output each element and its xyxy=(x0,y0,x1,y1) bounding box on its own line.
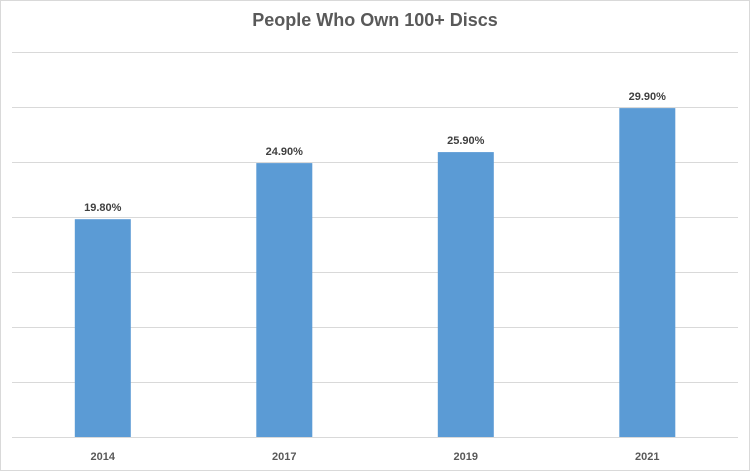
x-tick-label-2019: 2019 xyxy=(454,451,478,463)
bar-2021 xyxy=(619,108,676,437)
data-label-2021: 29.90% xyxy=(629,91,667,103)
bar-2017 xyxy=(256,163,313,437)
bar-2014 xyxy=(74,219,131,437)
x-tick-label-2014: 2014 xyxy=(91,451,116,463)
x-tick-label-2017: 2017 xyxy=(272,451,296,463)
data-label-2014: 19.80% xyxy=(84,202,122,214)
data-label-2019: 25.90% xyxy=(447,135,485,147)
x-tick-label-2021: 2021 xyxy=(635,451,659,463)
chart-title: People Who Own 100+ Discs xyxy=(252,10,498,30)
bar-2019 xyxy=(437,152,494,437)
data-label-2017: 24.90% xyxy=(266,146,304,158)
